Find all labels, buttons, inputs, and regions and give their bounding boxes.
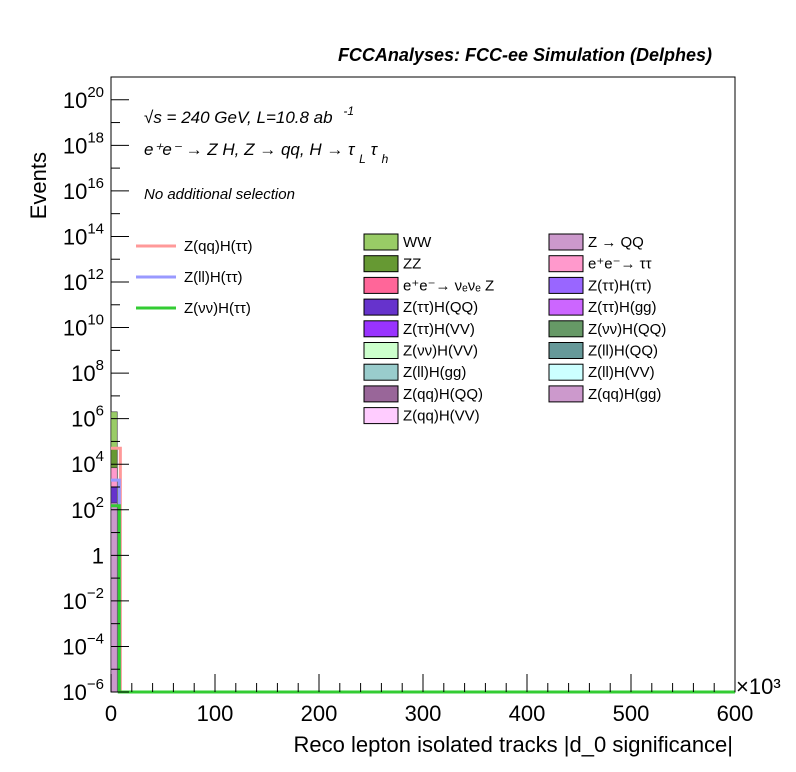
y-tick-label: 1010	[63, 312, 104, 341]
y-tick-label: 1	[92, 543, 104, 568]
background-legend-swatch	[363, 255, 399, 273]
background-legend-swatch	[548, 363, 584, 381]
background-legend-swatch	[363, 385, 399, 403]
background-legend-label: Z(ττ)H(ττ)	[588, 277, 652, 294]
background-legend-label: Z(ll)H(VV)	[588, 364, 655, 381]
background-legend-swatch	[363, 276, 399, 294]
x-tick-label: 200	[301, 701, 338, 726]
x-axis-label: Reco lepton isolated tracks |d_0 signifi…	[294, 732, 733, 757]
x-tick-label: 300	[405, 701, 442, 726]
plot-frame	[110, 76, 736, 693]
energy-annotation: √s = 240 GeV, L=10.8 ab -1	[144, 104, 354, 127]
background-legend-label: Z(qq)H(gg)	[588, 386, 661, 403]
x-axis: 0 100 200 300 400 500 600	[105, 674, 753, 726]
background-legend-label: e⁺e⁻→ νₑνₑ Z	[403, 277, 494, 294]
background-legend-col2: Z → QQ e⁺e⁻→ ττ Z(ττ)H(ττ) Z(ττ)H(gg) Z(νν)H…	[548, 233, 666, 403]
signal-line-1	[111, 478, 735, 694]
chart-title: FCCAnalyses: FCC-ee Simulation (Delphes)	[338, 45, 712, 65]
y-tick-label: 1018	[63, 129, 104, 158]
y-tick-label: 1012	[63, 266, 104, 295]
signal-lines-layer	[111, 446, 735, 694]
background-legend-swatch	[363, 407, 399, 425]
y-tick-label: 10−4	[62, 630, 104, 659]
background-legend-label: Z(ll)H(gg)	[403, 364, 466, 381]
x-tick-label: 600	[717, 701, 754, 726]
x-tick-label: 100	[197, 701, 234, 726]
y-tick-label: 108	[71, 357, 104, 386]
background-legend-label: Z(ττ)H(gg)	[588, 299, 657, 316]
x-multiplier: ×10³	[736, 674, 781, 699]
background-legend-label: Z(qq)H(QQ)	[403, 386, 483, 403]
signal-legend-label: Z(qq)H(ττ)	[184, 238, 253, 255]
background-legend-label: Z(qq)H(VV)	[403, 408, 480, 425]
background-legend-swatch	[548, 298, 584, 316]
selection-annotation: No additional selection	[144, 186, 295, 203]
background-legend-swatch	[548, 276, 584, 294]
background-legend-label: Z → QQ	[588, 234, 644, 251]
y-tick-label: 10−6	[62, 676, 104, 705]
y-tick-label: 1016	[63, 175, 104, 204]
background-legend-col1: WW ZZ e⁺e⁻→ νₑνₑ Z Z(ττ)H(QQ) Z(ττ)H(VV) Z(νν…	[363, 233, 494, 425]
background-legend-swatch	[363, 298, 399, 316]
background-legend-label: ZZ	[403, 256, 421, 273]
background-legend-swatch	[548, 320, 584, 338]
y-tick-label: 106	[71, 403, 104, 432]
y-axis: 10−6 10−4 10−2 1 102 104 106 108 1010 1012 1014 101…	[62, 84, 129, 705]
background-legend-label: Z(νν)H(QQ)	[588, 321, 666, 338]
background-legend-swatch	[548, 342, 584, 359]
y-axis-label: Events	[26, 152, 51, 219]
background-legend-swatch	[548, 255, 584, 273]
bar-4	[110, 502, 118, 693]
signal-line-2	[111, 504, 735, 694]
background-legend-label: Z(νν)H(VV)	[403, 343, 478, 360]
x-tick-label: 0	[105, 701, 117, 726]
background-legend-label: Z(ll)H(QQ)	[588, 343, 658, 360]
background-legend-swatch	[363, 233, 399, 251]
x-tick-label: 500	[613, 701, 650, 726]
y-tick-label: 1014	[63, 220, 104, 249]
background-legend-swatch	[363, 363, 399, 381]
x-tick-label: 400	[509, 701, 546, 726]
background-legend-label: Z(ττ)H(QQ)	[403, 299, 478, 316]
y-tick-label: 10−2	[62, 585, 104, 614]
signal-line-0	[111, 446, 735, 694]
bars-layer	[110, 411, 118, 693]
background-legend-swatch	[548, 233, 584, 251]
background-legend-label: Z(ττ)H(VV)	[403, 321, 475, 338]
background-legend-label: WW	[403, 234, 432, 251]
background-legend-swatch	[363, 320, 399, 338]
background-legend-swatch	[363, 342, 399, 359]
signal-legend: Z(qq)H(ττ) Z(ll)H(ττ) Z(νν)H(ττ)	[136, 238, 253, 317]
background-legend-swatch	[548, 385, 584, 403]
process-annotation: e⁺e⁻ → Z H, Z → qq, H → τ L τ h	[144, 140, 389, 167]
y-tick-label: 102	[71, 494, 104, 523]
background-legend-label: e⁺e⁻→ ττ	[588, 256, 652, 273]
signal-legend-label: Z(ll)H(ττ)	[184, 269, 243, 286]
y-tick-label: 1020	[63, 84, 104, 113]
y-tick-label: 104	[71, 448, 104, 477]
signal-legend-label: Z(νν)H(ττ)	[184, 300, 251, 317]
